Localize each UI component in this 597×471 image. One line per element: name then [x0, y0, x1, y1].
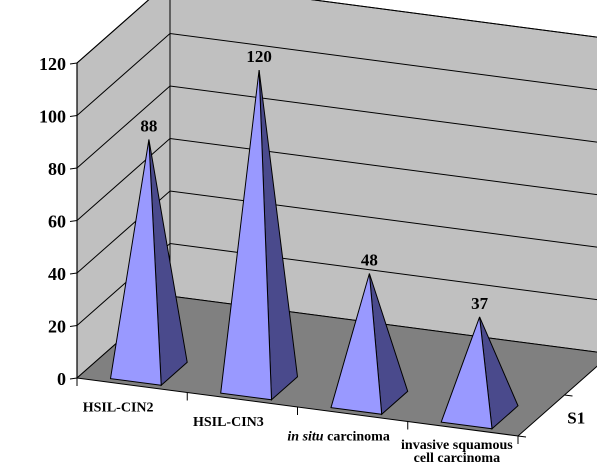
y-tick: [69, 115, 78, 117]
y-tick: [69, 325, 78, 327]
pyramids: [109, 69, 519, 430]
data-label: 37: [471, 294, 489, 313]
gridline: [76, 242, 597, 326]
y-tick: [69, 62, 78, 65]
depth-tick: [517, 435, 527, 438]
y-tick: [69, 272, 78, 275]
category-label-part: carcinoma: [324, 429, 390, 444]
depth-label-s1: S1: [567, 409, 585, 428]
category-label-line: invasive squamous: [401, 438, 513, 453]
y-tick-label: 80: [48, 159, 66, 179]
gridlines: [76, 0, 597, 326]
data-label: 88: [140, 116, 157, 135]
pyramid-front: [220, 69, 273, 401]
category-label-4: invasive squamous cell carcinoma: [401, 438, 513, 466]
y-tick-label: 100: [39, 107, 66, 127]
category-label-line: cell carcinoma: [414, 451, 500, 466]
gridline: [76, 85, 597, 169]
category-label-part: HSIL-CIN2: [83, 400, 154, 415]
y-tick: [69, 377, 78, 380]
y-tick-label: 40: [48, 264, 66, 284]
pyramid-front: [109, 139, 162, 386]
y-tick-label: 120: [39, 54, 66, 74]
gridline: [76, 137, 597, 221]
gridline: [76, 190, 597, 274]
depth-tick: [564, 394, 573, 397]
data-label: 120: [246, 47, 272, 66]
y-tick-label: 20: [48, 317, 66, 337]
axes: [69, 62, 573, 444]
gridline: [76, 32, 597, 116]
y-tick-label: 0: [57, 369, 66, 389]
pyramid-front: [440, 316, 493, 430]
y-tick: [69, 220, 78, 222]
category-label-1: HSIL-CIN2: [83, 400, 154, 415]
category-label-3: in situ carcinoma: [287, 429, 389, 444]
data-label: 48: [361, 250, 378, 269]
gridline: [76, 0, 597, 64]
y-tick-label: 60: [48, 212, 66, 232]
category-label-part: in situ: [287, 429, 323, 444]
category-label-2: HSIL-CIN3: [193, 415, 264, 430]
labels: 020406080100120S1S2881204837HSIL-CIN2HSI…: [39, 47, 585, 466]
category-label-part: HSIL-CIN3: [193, 415, 264, 430]
y-tick: [69, 167, 78, 170]
pyramid-front: [330, 273, 383, 415]
